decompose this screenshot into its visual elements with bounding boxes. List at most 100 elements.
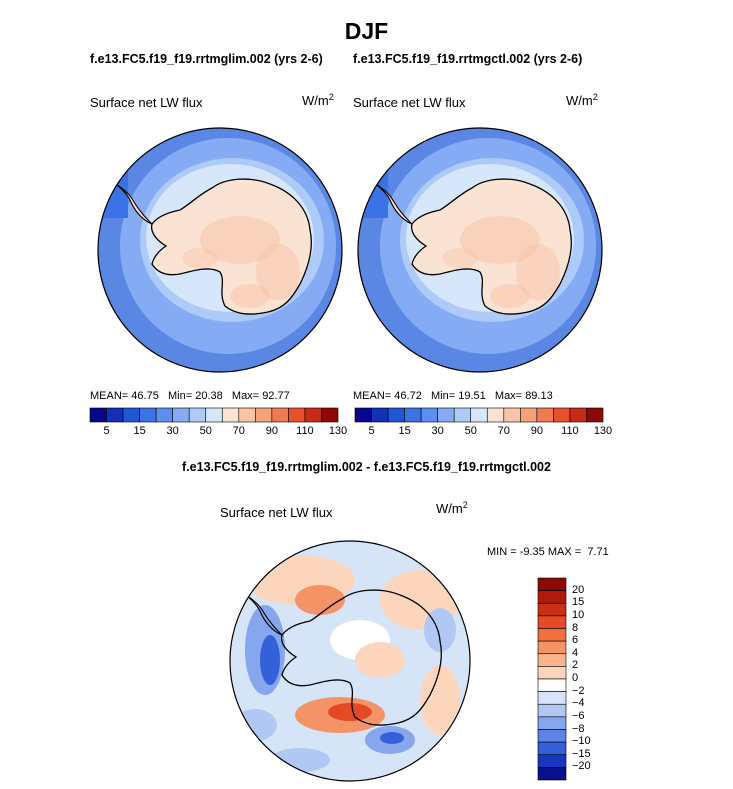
colorbar-tick-label: 90 [530,425,543,437]
colorbar-swatch [537,666,567,680]
map-boundary-left [97,127,343,373]
colorbar-swatch [537,691,567,705]
colorbar-swatch [371,407,389,423]
colorbar-swatch [537,729,567,743]
stats-right: MEAN= 46.72 Min= 19.51 Max= 89.13 [353,390,553,402]
difference-title: f.e13.FC5.f19_f19.rrtmglim.002 - f.e13.F… [182,460,551,474]
colorbar-swatch [221,407,240,423]
stats-left: MEAN= 46.75 Min= 20.38 Max= 92.77 [90,390,290,402]
colorbar-swatch [238,407,256,423]
colorbar-right [354,407,604,423]
colorbar-swatch [537,767,567,781]
colorbar-swatch [537,615,567,629]
colorbar-tick-label: −6 [572,709,585,722]
colorbar-tick-label: 5 [368,425,375,437]
colorbar-swatch [304,407,322,423]
map-difference [230,541,470,781]
colorbar-tick-label: 5 [103,425,110,437]
colorbar-swatch [89,407,107,423]
map-boundary-right [357,127,603,373]
units-label-left: W/m2 [302,92,334,108]
colorbar-tick-label: 4 [572,646,579,659]
colorbar-tick-label: 0 [572,672,579,684]
colorbar-swatch [453,407,472,423]
colorbar-swatch [188,407,207,423]
colorbar-swatch [537,653,567,667]
units-label-right: W/m2 [566,92,598,108]
map-right [358,128,602,372]
stats-difference: MIN = -9.35 MAX = 7.71 [487,546,609,558]
colorbar-swatch [586,407,604,423]
colorbar-tick-label: 2 [572,659,579,672]
colorbar-swatch [255,407,273,423]
colorbar-tick-label: −4 [572,697,585,710]
colorbar-swatch [537,703,567,718]
colorbar-swatch [537,716,567,730]
colorbar-tick-label: 70 [232,425,245,437]
colorbar-left [89,407,339,423]
colorbar-swatch [537,602,567,617]
colorbar-swatch [537,640,567,655]
colorbar-difference [537,577,567,781]
colorbar-tick-label: 50 [464,425,477,437]
colorbar-tick-label: 130 [593,425,613,437]
colorbar-swatch [404,407,422,423]
ocean-band-left [98,128,128,218]
colorbar-swatch [321,407,339,423]
colorbar-tick-label: −20 [572,760,591,773]
colorbar-swatch [537,628,567,642]
colorbar-tick-label: 30 [166,425,179,437]
colorbar-tick-label: 70 [497,425,510,437]
colorbar-tick-label: −2 [572,684,585,697]
map-left [98,128,342,372]
main-title: DJF [344,18,389,44]
variable-label-difference: Surface net LW flux [220,505,333,520]
colorbar-tick-label: 50 [199,425,212,437]
colorbar-tick-label: −10 [572,735,591,748]
colorbar-swatch [354,407,372,423]
colorbar-tick-label: 8 [572,621,579,634]
colorbar-swatch [520,407,538,423]
colorbar-swatch [172,407,190,423]
colorbar-tick-label: 110 [561,425,579,437]
colorbar-swatch [503,407,521,423]
colorbar-swatch [486,407,505,423]
colorbar-swatch [437,407,455,423]
map-boundary-difference [229,540,471,782]
colorbar-tick-label: 90 [265,425,278,437]
units-label-difference: W/m2 [436,500,468,516]
colorbar-swatch [387,407,405,423]
colorbar-swatch [420,407,438,423]
colorbar-swatch [288,407,306,423]
case-title-left: f.e13.FC5.f19_f19.rrtmglim.002 (yrs 2-6) [90,52,323,66]
antarctica-right [375,178,572,315]
colorbar-swatch [537,678,567,692]
case-title-right: f.e13.FC5.f19_f19.rrtmgctl.002 (yrs 2-6) [353,52,583,66]
colorbar-tick-label: 15 [398,425,411,437]
colorbar-swatch [537,590,567,604]
colorbar-tick-label: 20 [572,583,585,596]
colorbar-swatch [139,407,157,423]
variable-label-right: Surface net LW flux [353,95,466,110]
colorbar-tick-label: −8 [572,722,585,735]
colorbar-swatch [569,407,587,423]
colorbar-tick-label: 10 [572,608,585,621]
antarctica-left [115,178,312,315]
colorbar-swatch [537,577,567,591]
colorbar-tick-label: 6 [572,634,579,647]
variable-label-left: Surface net LW flux [90,95,203,110]
colorbar-swatch [271,407,289,423]
colorbar-swatch [537,741,567,756]
colorbar-swatch [106,407,124,423]
colorbar-tick-label: 130 [328,425,348,437]
colorbar-tick-label: 110 [296,425,314,437]
colorbar-tick-label: 30 [431,425,444,437]
colorbar-swatch [537,754,567,768]
colorbar-tick-label: 15 [133,425,146,437]
colorbar-swatch [155,407,173,423]
colorbar-swatch [122,407,140,423]
colorbar-swatch [205,407,223,423]
ocean-band-right [358,128,388,218]
colorbar-tick-label: −15 [572,747,591,760]
